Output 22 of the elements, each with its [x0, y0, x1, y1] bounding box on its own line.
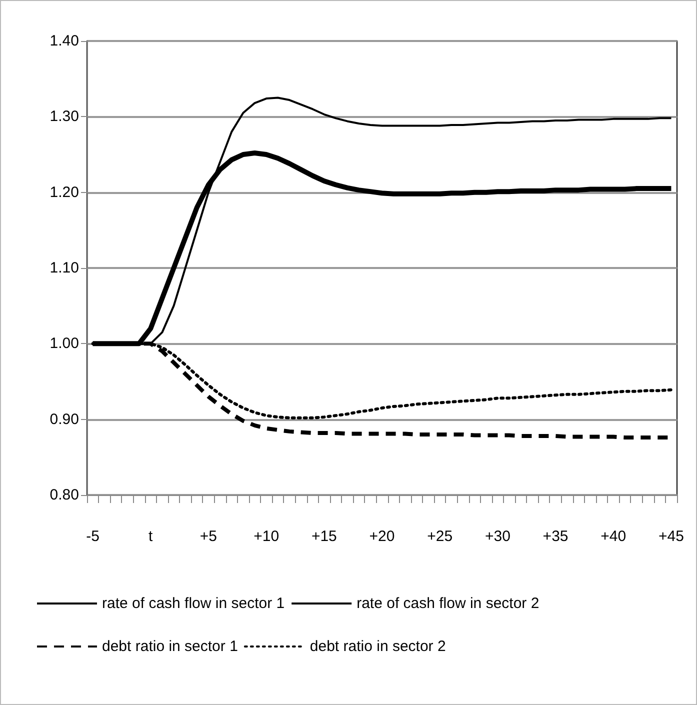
x-tick-label: +20 — [369, 528, 395, 545]
x-tick-label: t — [148, 528, 154, 545]
legend-label: debt ratio in sector 1 — [102, 638, 238, 655]
legend-label: rate of cash flow in sector 1 — [102, 595, 285, 612]
y-tick-label: 1.10 — [50, 260, 79, 276]
y-tick-label: 0.90 — [50, 410, 79, 428]
y-tick-label: 1.00 — [50, 335, 79, 352]
x-tick-label: +40 — [600, 528, 626, 545]
x-tick-label: +30 — [484, 528, 510, 545]
x-tick-label: +10 — [254, 528, 280, 545]
x-tick-label: +35 — [542, 528, 568, 545]
legend-label: debt ratio in sector 2 — [310, 638, 446, 655]
y-tick-label: 1.30 — [50, 108, 79, 126]
x-tick-label: +25 — [427, 528, 453, 545]
x-tick-label: +15 — [311, 528, 337, 545]
y-tick-label: 1.20 — [50, 184, 79, 201]
x-tick-label: -5 — [86, 528, 100, 545]
y-tick-label: 1.40 — [50, 32, 79, 50]
x-tick-label: +5 — [200, 528, 218, 545]
x-tick-label: +45 — [658, 528, 684, 545]
y-tick-label: 0.80 — [50, 486, 79, 504]
legend-label: rate of cash flow in sector 2 — [356, 595, 540, 612]
